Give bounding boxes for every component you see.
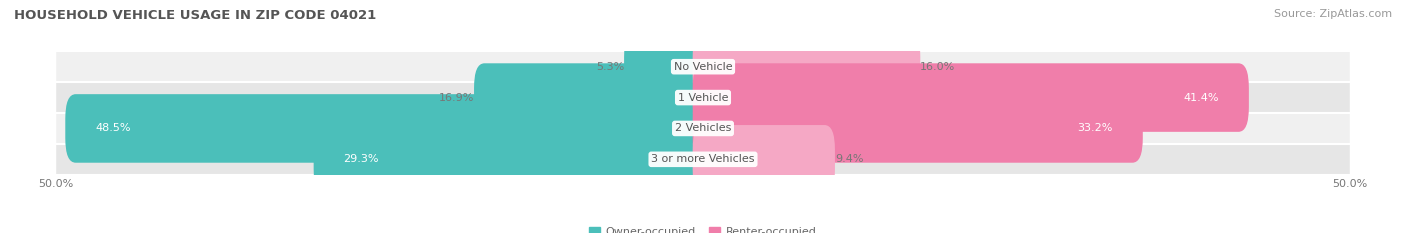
FancyBboxPatch shape bbox=[693, 125, 835, 194]
Text: 29.3%: 29.3% bbox=[343, 154, 378, 164]
Text: HOUSEHOLD VEHICLE USAGE IN ZIP CODE 04021: HOUSEHOLD VEHICLE USAGE IN ZIP CODE 0402… bbox=[14, 9, 377, 22]
FancyBboxPatch shape bbox=[65, 94, 713, 163]
Text: 1 Vehicle: 1 Vehicle bbox=[678, 93, 728, 103]
Text: Source: ZipAtlas.com: Source: ZipAtlas.com bbox=[1274, 9, 1392, 19]
Text: 2 Vehicles: 2 Vehicles bbox=[675, 123, 731, 134]
Text: 41.4%: 41.4% bbox=[1184, 93, 1219, 103]
Text: 9.4%: 9.4% bbox=[835, 154, 863, 164]
Text: No Vehicle: No Vehicle bbox=[673, 62, 733, 72]
FancyBboxPatch shape bbox=[56, 144, 1350, 175]
Text: 33.2%: 33.2% bbox=[1077, 123, 1114, 134]
Text: 3 or more Vehicles: 3 or more Vehicles bbox=[651, 154, 755, 164]
Text: 16.0%: 16.0% bbox=[921, 62, 956, 72]
FancyBboxPatch shape bbox=[693, 94, 1143, 163]
Legend: Owner-occupied, Renter-occupied: Owner-occupied, Renter-occupied bbox=[589, 227, 817, 233]
Text: 16.9%: 16.9% bbox=[439, 93, 474, 103]
FancyBboxPatch shape bbox=[474, 63, 713, 132]
FancyBboxPatch shape bbox=[56, 51, 1350, 82]
FancyBboxPatch shape bbox=[56, 113, 1350, 144]
FancyBboxPatch shape bbox=[693, 63, 1249, 132]
Text: 48.5%: 48.5% bbox=[96, 123, 131, 134]
FancyBboxPatch shape bbox=[56, 82, 1350, 113]
FancyBboxPatch shape bbox=[624, 32, 713, 101]
FancyBboxPatch shape bbox=[693, 32, 921, 101]
Text: 5.3%: 5.3% bbox=[596, 62, 624, 72]
FancyBboxPatch shape bbox=[314, 125, 713, 194]
